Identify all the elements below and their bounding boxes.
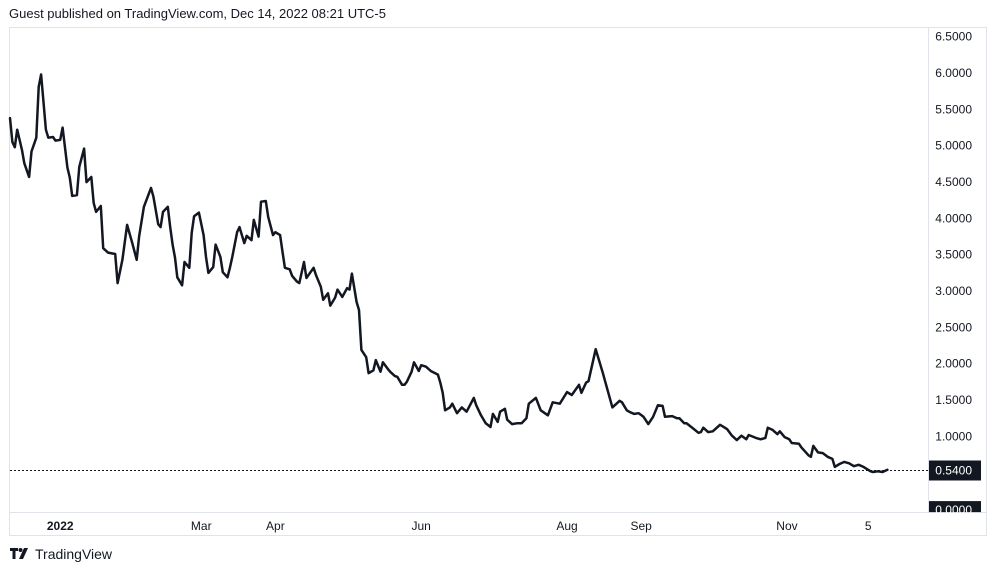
last-price-value: 0.5400 [935, 464, 972, 478]
x-tick-label: Aug [556, 519, 577, 533]
y-tick-label: 5.5000 [935, 102, 972, 116]
y-tick-label: 5.0000 [935, 139, 972, 153]
y-tick-label: 2.0000 [935, 357, 972, 371]
last-price-label: 0.5400 [929, 460, 981, 481]
chart-frame [9, 27, 987, 536]
tradingview-branding[interactable]: TradingView [10, 546, 112, 562]
published-info: Guest published on TradingView.com, Dec … [9, 6, 386, 21]
zero-price-label: 0.0000 [929, 501, 981, 517]
x-tick-label: Sep [630, 519, 652, 533]
tradingview-logo-icon [10, 548, 28, 559]
y-tick-label: 2.5000 [935, 320, 972, 334]
y-tick-label: 4.0000 [935, 211, 972, 225]
time-axis[interactable]: 2022 Mar Apr Jun Aug Sep Nov 5 [47, 519, 872, 533]
tradingview-brand-text: TradingView [35, 546, 113, 562]
y-tick-label: 1.0000 [935, 429, 972, 443]
y-tick-label: 1.5000 [935, 393, 972, 407]
zero-price-value: 0.0000 [935, 503, 972, 517]
x-tick-label: Jun [412, 519, 431, 533]
x-tick-label: Mar [191, 519, 212, 533]
price-axis[interactable]: 6.5000 6.0000 5.5000 5.0000 4.5000 4.0000 3.50… [935, 30, 972, 444]
x-tick-label: 5 [865, 519, 872, 533]
x-tick-label: Apr [266, 519, 285, 533]
y-tick-label: 6.0000 [935, 66, 972, 80]
y-tick-label: 4.5000 [935, 175, 972, 189]
y-tick-label: 3.0000 [935, 284, 972, 298]
y-tick-label: 6.5000 [935, 30, 972, 44]
x-tick-label: 2022 [47, 519, 74, 533]
y-tick-label: 3.5000 [935, 248, 972, 262]
price-series-line [8, 73, 889, 474]
x-tick-label: Nov [776, 519, 797, 533]
